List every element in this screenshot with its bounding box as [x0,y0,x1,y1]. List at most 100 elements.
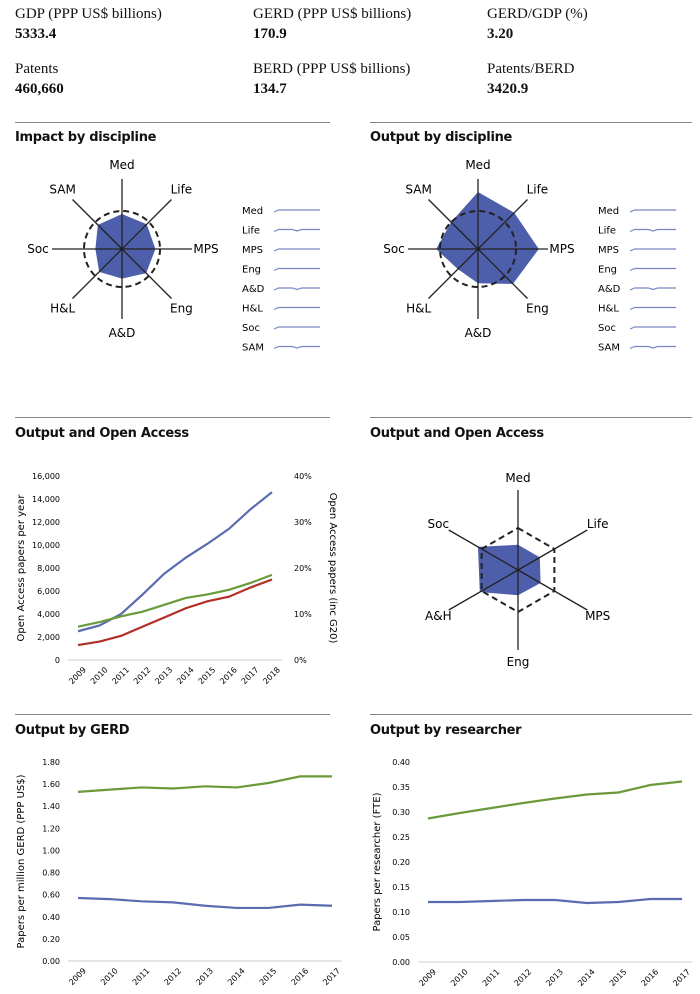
sparkline-label: Life [242,226,260,237]
y-tick-label: 0.10 [392,908,410,917]
sparkline [273,326,320,330]
y-axis-label: Papers per million GERD (PPP US$) [16,774,27,948]
radar-axis-label: MPS [193,242,218,256]
x-tick-label: 2012 [132,665,153,686]
y-tick-label: 0.80 [42,869,60,878]
x-tick-label: 2015 [608,967,629,988]
sparkline-label: H&L [598,304,619,315]
radar-reference [83,210,161,288]
sparkline-label: SAM [598,343,620,354]
series-line [77,896,333,910]
radar-axis [428,248,479,299]
y2-axis-label: Open Access papers (inc G20) [327,493,338,644]
radar-axis [72,248,123,299]
x-tick-label: 2011 [131,966,152,987]
sparkline-label: MPS [598,245,619,256]
series-line [77,491,273,633]
radar-axis-label: H&L [50,301,75,315]
x-tick-label: 2013 [194,966,215,987]
y-tick-label: 0.60 [42,891,60,900]
x-tick-label: 2012 [163,966,184,987]
x-tick-label: 2014 [226,966,247,987]
y2-tick-label: 20% [294,564,312,573]
radar-axis-label: Eng [170,301,193,315]
y-tick-label: 16,000 [32,472,60,481]
section-title-oa-radar: Output and Open Access [370,426,544,441]
stat-patents: Patents 460,660 [15,61,64,98]
stat-gdp: GDP (PPP US$ billions) 5333.4 [15,6,162,43]
sparkline-label: A&D [598,284,621,295]
sparkline [629,345,676,350]
section-title-researcher: Output by researcher [370,723,522,738]
x-tick-label: 2018 [261,665,282,686]
series-line [77,578,273,647]
x-tick-label: 2015 [258,966,279,987]
radar-axis-label: Eng [507,655,530,669]
radar-axis-label: MPS [585,609,610,623]
sparkline-label: Soc [598,323,616,334]
stat-label: Patents/BERD [487,61,575,77]
series-line [77,573,273,628]
y-tick-label: 0.00 [42,957,60,966]
y-tick-label: 1.40 [42,802,60,811]
sparkline-label: Med [242,206,263,217]
y-tick-label: 0 [55,656,60,665]
y-tick-label: 0.00 [392,958,410,967]
line-chart-researcher: 0.00 0.05 0.10 0.15 0.20 0.25 0.30 0.35 0.40 2009… [372,758,692,988]
radar-axis-label: Med [465,158,490,172]
divider [15,714,330,715]
divider [370,122,692,123]
series-line [77,775,332,793]
x-tick-label: 2017 [321,966,342,987]
y-tick-label: 0.35 [392,783,410,792]
y-tick-label: 0.05 [392,933,410,942]
series-line [428,897,682,905]
divider [370,714,692,715]
x-tick-label: 2010 [449,967,470,988]
section-title-oa: Output and Open Access [15,426,189,441]
section-title-output: Output by discipline [370,130,513,145]
stat-label: GERD (PPP US$ billions) [253,6,412,22]
radar-axis [72,199,123,250]
y2-tick-label: 10% [294,610,312,619]
y-tick-label: 0.20 [392,858,410,867]
divider [15,122,330,123]
radar-reference [439,210,517,288]
radar-axis [121,248,172,299]
x-tick-label: 2015 [197,665,218,686]
sparkline [273,248,320,252]
radar-axis-label: SAM [405,183,431,197]
stat-label: Patents [15,61,59,77]
sparkline-label: MPS [242,245,263,256]
stat-value: 3.20 [487,26,514,42]
radar-axis-label: Soc [428,517,450,531]
stat-gerd-gdp: GERD/GDP (%) 3.20 [487,6,588,43]
x-tick-label: 2017 [240,665,261,686]
radar-axis [121,199,172,250]
sparkline-label: Soc [242,323,260,334]
radar-axis-label: A&D [109,326,136,340]
y-tick-label: 0.25 [392,833,410,842]
radar-axis [477,248,528,299]
radar-output: Med Life MPS Eng A&D H&L Soc SAM Med Life MPS Eng A&… [383,158,676,354]
x-tick-label: 2009 [67,966,88,987]
y-axis-label: Papers per researcher (FTE) [372,792,383,931]
radar-axis-label: Med [109,158,134,172]
x-tick-label: 2014 [576,967,597,988]
x-tick-label: 2012 [513,967,534,988]
radar-axis-label: Soc [27,242,49,256]
radar-axis-label: SAM [49,183,75,197]
y-axis-label: Open Access papers per year [16,494,27,642]
radar-axis [517,529,588,571]
radar-axis-label: Life [171,183,193,197]
stat-label: GERD/GDP (%) [487,6,588,22]
x-tick-label: 2011 [481,967,502,988]
radar-axis-label: Life [527,183,549,197]
series-line [427,780,683,820]
x-tick-label: 2011 [110,665,131,686]
x-tick-label: 2013 [544,967,565,988]
x-tick-label: 2013 [153,665,174,686]
stat-berd: BERD (PPP US$ billions) 134.7 [253,61,410,98]
y-tick-label: 14,000 [32,495,60,504]
